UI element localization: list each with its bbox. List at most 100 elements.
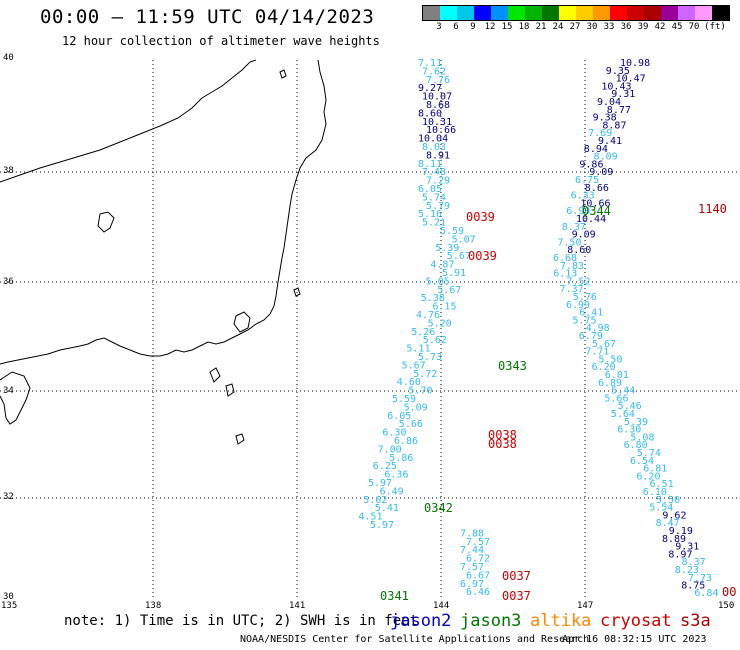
colorbar-swatch (593, 6, 610, 20)
wave-height-obs: 5.39 (624, 417, 648, 428)
wave-height-obs: 5.11 (406, 344, 430, 355)
wave-height-obs: 8.91 (426, 150, 450, 161)
pass-time-label: 0037 (502, 589, 531, 603)
wave-height-obs: 9.31 (611, 89, 635, 100)
colorbar-swatch (678, 6, 695, 20)
lon-label: 138 (145, 601, 162, 611)
wave-height-obs: 6.20 (636, 471, 660, 482)
wave-height-obs: 7.83 (560, 261, 584, 272)
legend-cryosat: cryosat (600, 611, 672, 631)
wave-height-obs: 6.33 (571, 191, 595, 202)
colorbar-tick: 6 (453, 22, 459, 32)
colorbar-swatch (576, 6, 593, 20)
wave-height-obs: 5.41 (375, 503, 399, 514)
lon-label: 150 (718, 601, 735, 611)
colorbar-swatch (542, 6, 559, 20)
wave-height-obs: 8.11 (418, 159, 442, 170)
wave-height-obs: 7.69 (588, 128, 612, 139)
wave-height-obs: 5.97 (368, 478, 392, 489)
map-title: 00:00 – 11:59 UTC 04/14/2023 (40, 6, 375, 28)
pass-time-label: 0039 (468, 249, 497, 263)
wave-height-obs: 9.04 (597, 97, 621, 108)
colorbar-tick: 33 (603, 22, 615, 32)
wave-height-obs: 5.73 (418, 352, 442, 363)
wave-height-obs: 6.05 (418, 184, 442, 195)
pass-time-label: 0037 (502, 569, 531, 583)
wave-height-obs: 6.20 (592, 362, 616, 373)
wave-height-obs: 5.50 (598, 354, 622, 365)
wave-height-obs: 7.44 (460, 545, 484, 556)
wave-height-obs: 6.46 (466, 587, 490, 598)
colorbar-tick: 42 (654, 22, 666, 32)
wave-height-obs: 8.37 (682, 557, 706, 568)
colorbar-tick: 36 (620, 22, 632, 32)
wave-height-obs: 10.66 (580, 198, 610, 209)
wave-height-obs: 6.86 (394, 436, 418, 447)
wave-height-obs: 5.09 (404, 402, 428, 413)
wave-height-obs: 8.97 (668, 549, 692, 560)
legend-footer: note: 1) Time is in UTC; 2) SWH is in fe… (0, 610, 740, 632)
colorbar-swatch (644, 6, 661, 20)
wave-height-obs: 7.62 (422, 66, 446, 77)
wave-height-obs: 10.66 (426, 125, 456, 136)
wave-height-obs: 6.15 (432, 302, 456, 313)
wave-height-obs: 5.59 (440, 226, 464, 237)
wave-height-obs: 9.09 (572, 230, 596, 241)
wave-height-obs: 5.21 (422, 218, 446, 229)
wave-height-obs: 4.87 (430, 260, 454, 271)
wave-height-obs: 7.11 (418, 58, 442, 69)
lon-label: 141 (289, 601, 306, 611)
wave-height-obs: 5.39 (435, 243, 459, 254)
pass-time-label: 0343 (498, 359, 527, 373)
wave-height-obs: 8.94 (584, 144, 608, 155)
pass-time-label: 0342 (424, 501, 453, 515)
lat-label: 32 (3, 492, 14, 502)
wave-height-obs: 5.08 (630, 432, 654, 443)
wave-height-obs: 5.50 (656, 495, 680, 506)
wave-height-obs: 6.80 (624, 440, 648, 451)
lat-label: 40 (3, 53, 14, 63)
colorbar-swatch (712, 6, 729, 20)
colorbar-tick: 15 (501, 22, 513, 32)
wave-height-obs: 6.54 (630, 456, 654, 467)
wave-height-obs: 6.51 (650, 479, 674, 490)
lat-label: 36 (3, 277, 14, 287)
map-subtitle: 12 hour collection of altimeter wave hei… (62, 34, 380, 48)
pass-time-label: 1140 (698, 202, 727, 216)
generation-timestamp: Apr 16 08:32:15 UTC 2023 (562, 634, 707, 645)
legend-jason2: jason2 (390, 611, 452, 631)
wave-height-obs: 5.74 (637, 448, 661, 459)
wave-height-obs: 4.76 (416, 310, 440, 321)
wave-height-obs: 9.62 (662, 510, 686, 521)
wave-height-obs: 8.87 (602, 120, 626, 131)
colorbar-tick: 21 (535, 22, 547, 32)
wave-height-obs: 5.66 (604, 393, 628, 404)
wave-height-obs: 5.97 (370, 520, 394, 531)
wave-height-obs: 9.41 (598, 136, 622, 147)
wave-height-obs: 8.66 (585, 183, 609, 194)
wave-height-obs: 8.03 (422, 142, 446, 153)
colorbar-swatch (627, 6, 644, 20)
colorbar-tick: 18 (518, 22, 530, 32)
wave-height-obs: 6.79 (579, 331, 603, 342)
wave-height-obs: 9.19 (669, 526, 693, 537)
wave-height-obs: 8.09 (594, 152, 618, 163)
wave-height-obs: 4.98 (586, 323, 610, 334)
wave-height-obs: 6.30 (617, 425, 641, 436)
wave-height-obs: 6.41 (579, 308, 603, 319)
wave-height-obs: 7.00 (378, 444, 402, 455)
wave-height-obs: 7.37 (560, 284, 584, 295)
wave-height-obs: 10.07 (422, 92, 452, 103)
wave-height-obs: 8.89 (662, 534, 686, 545)
lat-label: 34 (3, 386, 14, 396)
lat-label: 30 (3, 592, 14, 602)
wave-height-obs: 5.46 (618, 401, 642, 412)
wave-height-obs: 7.71 (585, 347, 609, 358)
wave-height-obs: 6.90 (566, 206, 590, 217)
pass-time-label: 0344 (582, 204, 611, 218)
wave-height-obs: 9.38 (593, 113, 617, 124)
pass-time-label: 0341 (380, 589, 409, 603)
wave-height-obs: 5.66 (399, 419, 423, 430)
colorbar-tick: 27 (569, 22, 581, 32)
wave-height-obs: 10.43 (601, 81, 631, 92)
